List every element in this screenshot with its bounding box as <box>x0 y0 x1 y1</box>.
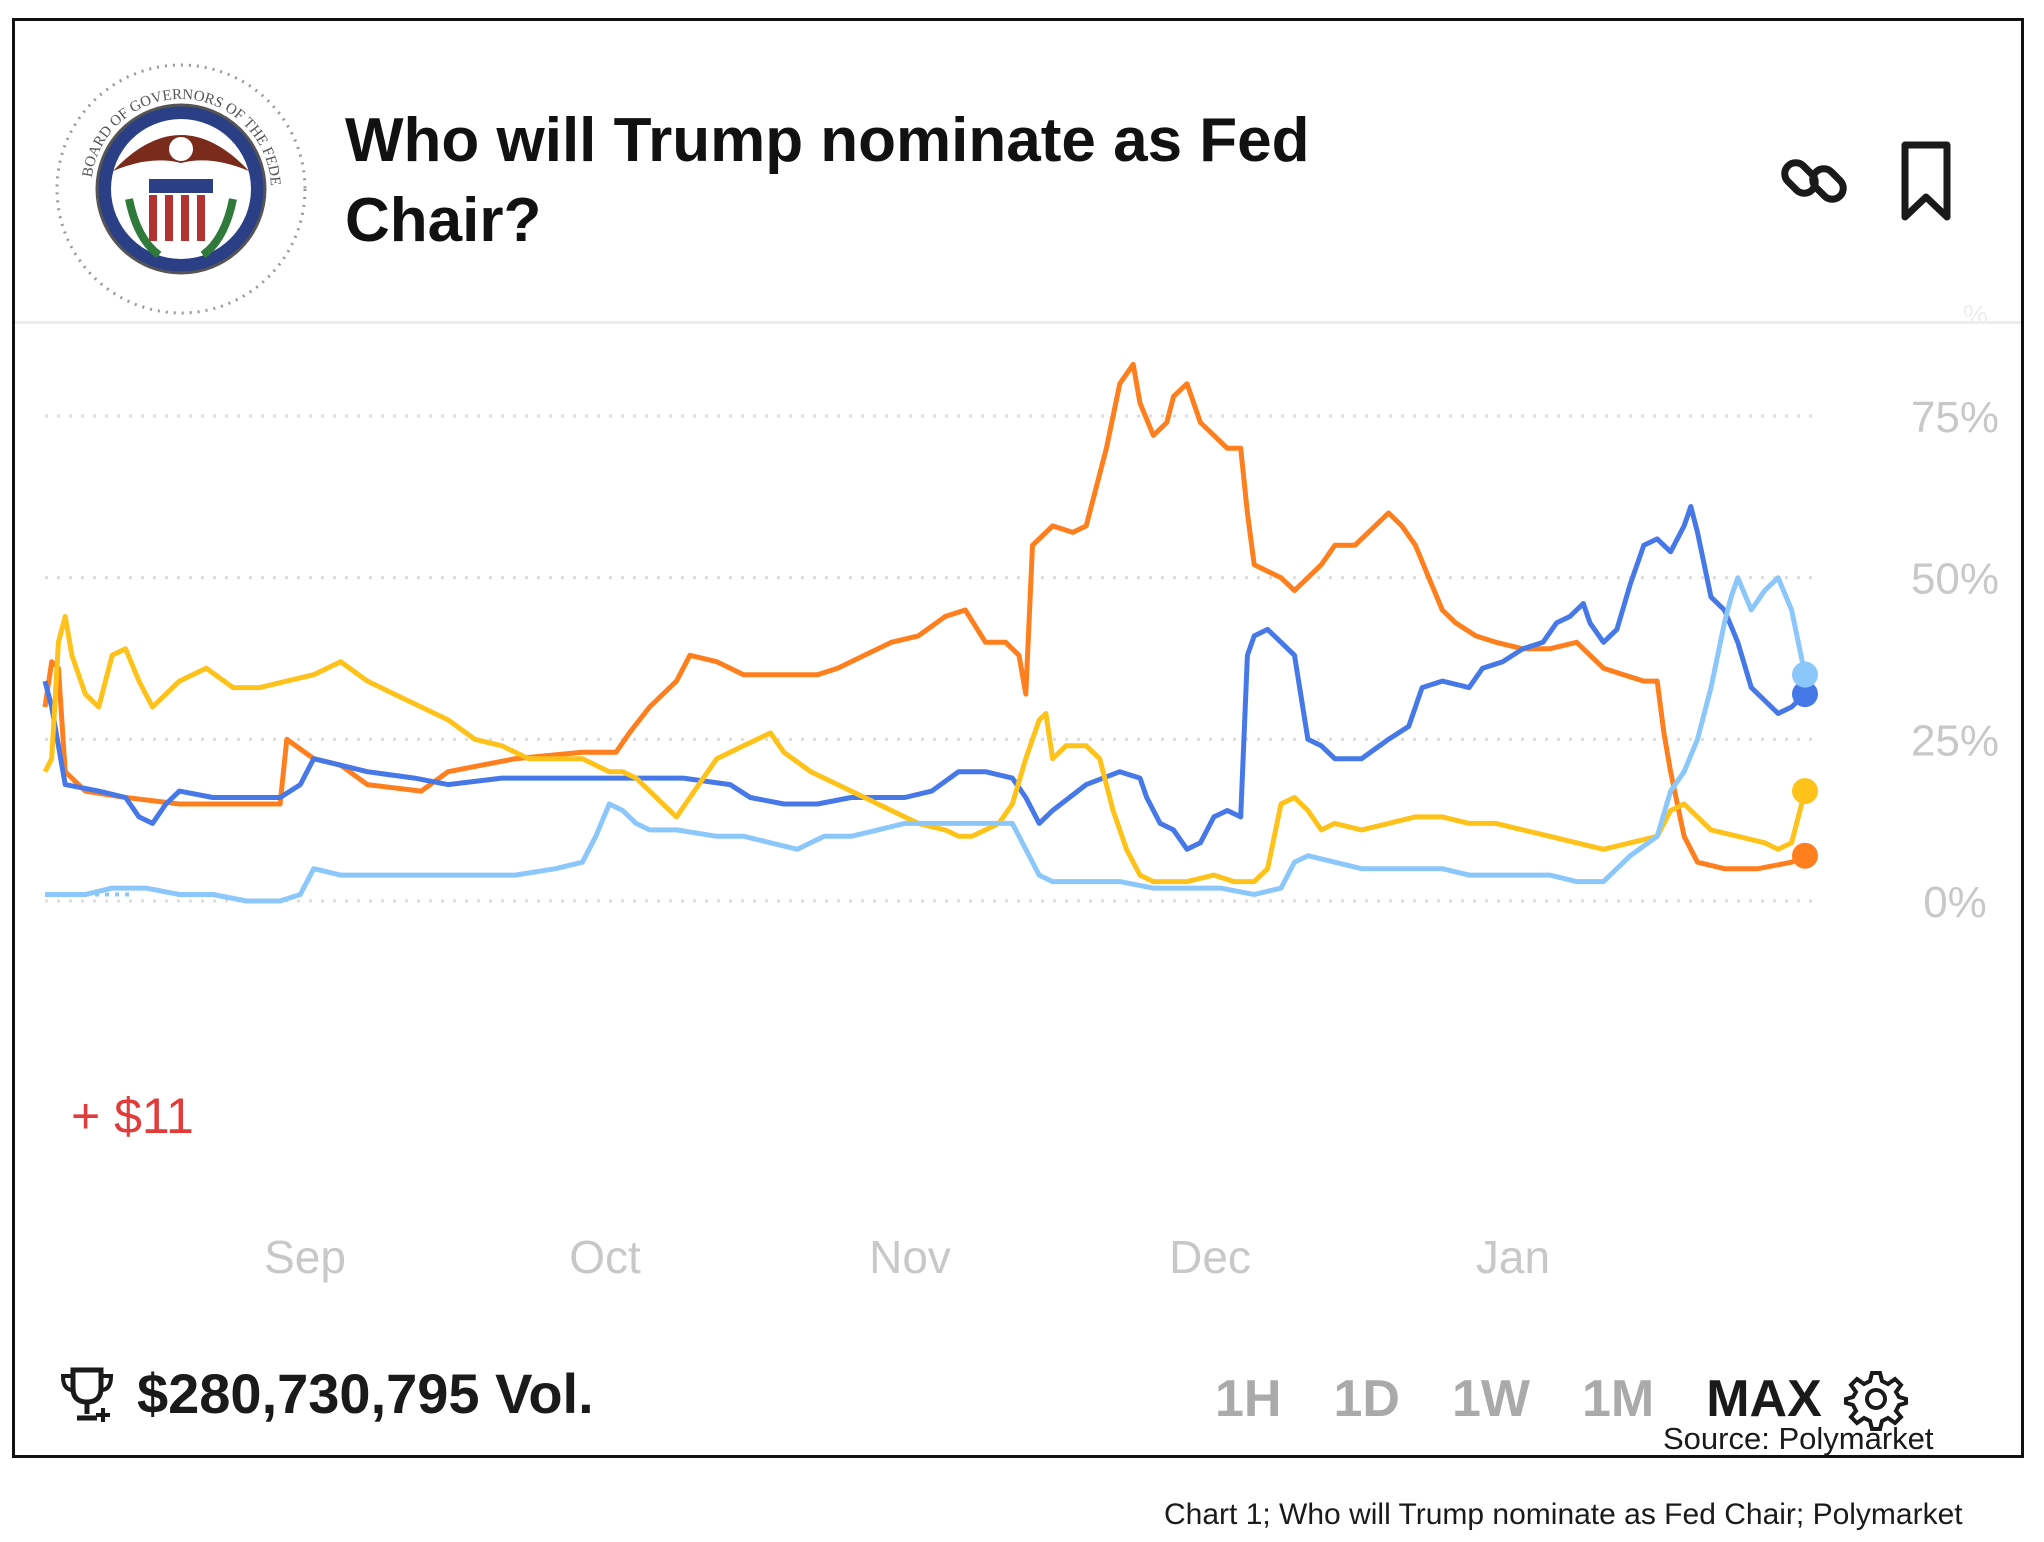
range-max-button[interactable]: MAX <box>1706 1370 1822 1428</box>
link-icon[interactable] <box>1775 141 1855 221</box>
x-tick-label: Oct <box>569 1231 641 1283</box>
volume-value: $280,730,795 Vol. <box>137 1362 594 1425</box>
x-tick-label: Nov <box>869 1231 951 1283</box>
header-divider <box>15 321 2021 324</box>
figure-caption: Chart 1; Who will Trump nominate as Fed … <box>1164 1498 1963 1531</box>
series-end-dot-4 <box>1792 661 1818 688</box>
series-end-dot-2 <box>1792 681 1818 708</box>
range-1w-button[interactable]: 1W <box>1451 1370 1530 1428</box>
bookmark-icon[interactable] <box>1895 139 1957 223</box>
range-1h-button[interactable]: 1H <box>1215 1370 1282 1428</box>
series-line-1 <box>42 361 1807 872</box>
x-tick-label: Sep <box>264 1231 346 1283</box>
volume-row: $280,730,795 Vol. <box>55 1361 594 1426</box>
series-line-4 <box>45 575 1808 904</box>
federal-reserve-seal-icon: BOARD OF GOVERNORS OF THE FEDERAL RESERV… <box>51 59 307 315</box>
x-tick-label: Jan <box>1476 1231 1550 1283</box>
y-tick-label: 75% <box>1911 393 1999 442</box>
range-1d-button[interactable]: 1D <box>1333 1370 1400 1428</box>
series-end-dot-3 <box>1792 778 1818 805</box>
price-history-chart: 0% 25% 50% 75% Sep Oct Nov Dec Jan <box>42 361 1999 1283</box>
series-end-dot-1 <box>1792 842 1818 869</box>
y-tick-label: 25% <box>1911 716 1999 765</box>
series-line-2 <box>42 504 1807 852</box>
faint-percent-mark: % <box>1963 299 1988 330</box>
range-1m-button[interactable]: 1M <box>1581 1370 1655 1428</box>
gain-label: + $11 <box>71 1088 194 1144</box>
market-card: BOARD OF GOVERNORS OF THE FEDERAL RESERV… <box>12 18 2024 1458</box>
time-range-selector: 1H 1D 1W 1M MAX <box>1215 1367 1908 1431</box>
gear-icon[interactable] <box>1843 1367 1908 1431</box>
trophy-icon <box>60 1367 114 1422</box>
y-tick-label: 50% <box>1911 555 1999 604</box>
source-label: Source: Polymarket <box>1663 1421 1934 1456</box>
page-title: Who will Trump nominate as Fed Chair? <box>345 106 1310 255</box>
y-tick-label: 0% <box>1923 878 1987 927</box>
x-tick-label: Dec <box>1169 1231 1251 1283</box>
series-line-3 <box>42 614 1808 885</box>
